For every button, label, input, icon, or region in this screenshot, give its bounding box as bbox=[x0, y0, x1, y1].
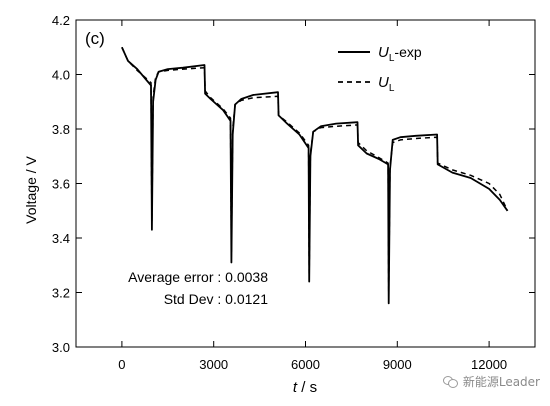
y-axis-label: Voltage / V bbox=[23, 155, 39, 223]
x-tick-label: 0 bbox=[118, 357, 125, 372]
wechat-icon bbox=[442, 375, 459, 388]
legend-entry-model: UL bbox=[378, 74, 395, 94]
legend-entry-exp: UL-exp bbox=[378, 44, 422, 64]
watermark: 新能源Leader bbox=[442, 373, 540, 390]
y-tick-label: 3.6 bbox=[52, 177, 70, 192]
annotation-std-dev: Std Dev : 0.0121 bbox=[164, 291, 269, 307]
series-line-1 bbox=[121, 46, 509, 294]
legend: UL-exp UL bbox=[338, 44, 422, 94]
y-tick-label: 4.0 bbox=[52, 68, 70, 83]
x-tick-label: 3000 bbox=[199, 357, 228, 372]
y-tick-label: 3.0 bbox=[52, 340, 70, 355]
y-tick-label: 4.2 bbox=[52, 13, 70, 28]
x-tick-label: 12000 bbox=[471, 357, 507, 372]
x-axis-label: t / s bbox=[293, 379, 317, 396]
annotation-average-error: Average error : 0.0038 bbox=[128, 269, 268, 285]
x-tick-label: 9000 bbox=[383, 357, 412, 372]
y-tick-label: 3.8 bbox=[52, 122, 70, 137]
panel-label: (c) bbox=[85, 29, 105, 48]
watermark-text: 新能源Leader bbox=[462, 375, 540, 389]
y-tick-label: 3.4 bbox=[52, 231, 70, 246]
x-tick-label: 6000 bbox=[291, 357, 320, 372]
plot-frame bbox=[75, 19, 536, 348]
series-line-0 bbox=[121, 46, 509, 305]
y-tick-label: 3.2 bbox=[52, 286, 70, 301]
